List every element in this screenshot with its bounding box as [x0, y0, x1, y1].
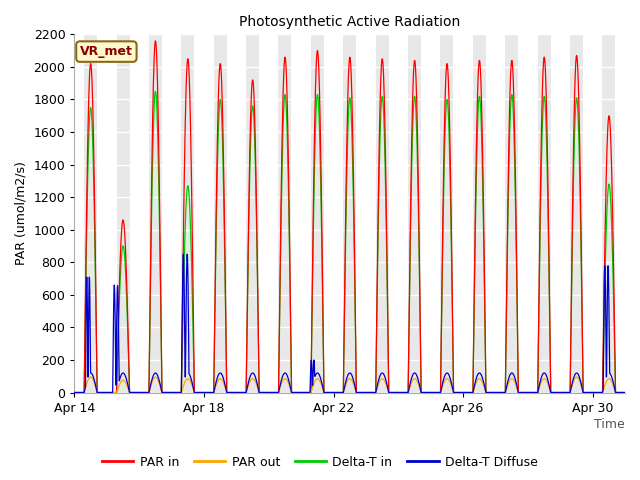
Bar — [518, 35, 528, 393]
Bar — [615, 35, 625, 393]
Bar — [398, 35, 408, 393]
Text: Time: Time — [595, 418, 625, 431]
Bar — [97, 35, 107, 393]
Bar — [107, 35, 116, 393]
Bar — [324, 35, 333, 393]
Bar — [593, 35, 602, 393]
Bar — [625, 35, 635, 393]
Legend: PAR in, PAR out, Delta-T in, Delta-T Diffuse: PAR in, PAR out, Delta-T in, Delta-T Dif… — [97, 451, 543, 474]
Bar — [236, 35, 246, 393]
Bar — [333, 35, 343, 393]
Bar — [162, 35, 172, 393]
Bar — [227, 35, 236, 393]
Bar — [259, 35, 269, 393]
Title: Photosynthetic Active Radiation: Photosynthetic Active Radiation — [239, 15, 460, 29]
Bar — [129, 35, 140, 393]
Bar — [495, 35, 505, 393]
Bar — [204, 35, 214, 393]
Bar — [301, 35, 311, 393]
Bar — [463, 35, 473, 393]
Bar — [74, 35, 84, 393]
Bar — [453, 35, 463, 393]
Bar — [528, 35, 538, 393]
Bar — [388, 35, 398, 393]
Bar — [291, 35, 301, 393]
Bar — [269, 35, 278, 393]
Text: VR_met: VR_met — [80, 45, 133, 58]
Bar — [366, 35, 376, 393]
Bar — [195, 35, 204, 393]
Bar — [172, 35, 181, 393]
Bar — [560, 35, 570, 393]
Bar — [356, 35, 366, 393]
Bar — [486, 35, 495, 393]
Bar — [140, 35, 149, 393]
Y-axis label: PAR (umol/m2/s): PAR (umol/m2/s) — [15, 161, 28, 265]
Bar — [583, 35, 593, 393]
Bar — [431, 35, 440, 393]
Bar — [421, 35, 431, 393]
Bar — [550, 35, 560, 393]
